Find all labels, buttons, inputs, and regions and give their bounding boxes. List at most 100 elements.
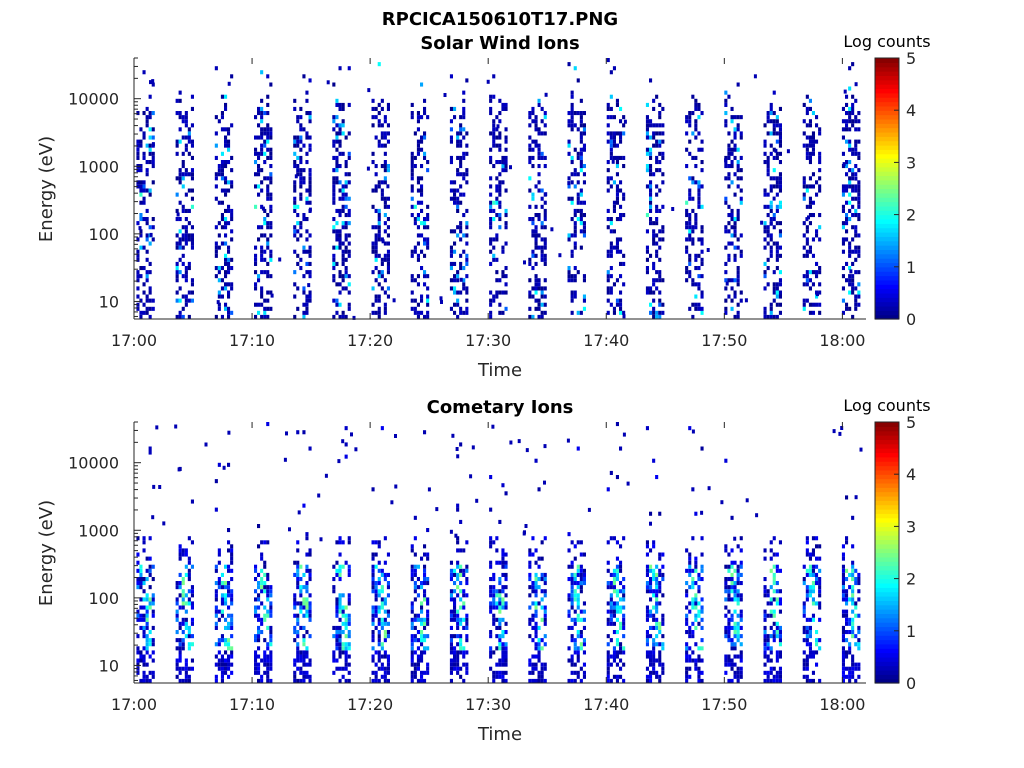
spectrogram-cell — [214, 115, 218, 120]
spectrogram-cell — [739, 536, 743, 541]
spectrogram-cell — [187, 266, 191, 271]
spectrogram-cell — [802, 650, 806, 655]
spectrogram-cell — [815, 115, 819, 120]
spectrogram-cell — [570, 274, 574, 279]
spectrogram-cell — [815, 577, 819, 582]
spectrogram-cell — [296, 204, 300, 209]
spectrogram-cell — [293, 98, 297, 103]
spectrogram-cell — [498, 290, 502, 295]
spectrogram-cell — [769, 597, 773, 602]
spectrogram-cell — [380, 601, 384, 606]
spectrogram-cell — [766, 160, 770, 165]
spectrogram-cell — [498, 658, 502, 663]
spectrogram-cell — [818, 678, 822, 683]
spectrogram-cell — [420, 634, 424, 639]
spectrogram-cell — [540, 294, 544, 299]
colorbar-title: Log counts — [843, 396, 930, 415]
spectrogram-cell — [377, 111, 381, 116]
spectrogram-cell — [534, 662, 538, 667]
spectrogram-cell — [227, 208, 231, 213]
spectrogram-cell — [802, 184, 806, 189]
spectrogram-cell — [501, 560, 505, 565]
spectrogram-cell — [570, 605, 574, 610]
spectrogram-cell — [489, 106, 493, 111]
spectrogram-cell — [184, 229, 188, 234]
spectrogram-cell — [778, 290, 782, 295]
spectrogram-cell — [570, 123, 574, 128]
spectrogram-cell — [805, 225, 809, 230]
spectrogram-cell — [341, 564, 345, 569]
spectrogram-cell — [841, 274, 845, 279]
spectrogram-cell — [649, 597, 653, 602]
spectrogram-cell — [305, 237, 309, 242]
spectrogram-cell — [815, 180, 819, 185]
spectrogram-cell — [341, 253, 345, 258]
colorbar-tick-label: 5 — [906, 49, 916, 68]
spectrogram-cell — [459, 568, 463, 573]
spectrogram-cell — [492, 597, 496, 602]
spectrogram-cell — [691, 536, 695, 541]
spectrogram-cell — [410, 621, 414, 626]
spectrogram-cell — [184, 625, 188, 630]
spectrogram-cell — [543, 155, 547, 160]
spectrogram-cell — [730, 597, 734, 602]
spectrogram-cell — [308, 245, 312, 250]
spectrogram-cell — [489, 654, 493, 659]
spectrogram-cell — [230, 257, 234, 262]
spectrogram-cell — [727, 257, 731, 262]
spectrogram-cell — [733, 621, 737, 626]
spectrogram-cell — [184, 298, 188, 303]
spectrogram-cell — [615, 302, 619, 307]
spectrogram-cell — [220, 613, 224, 618]
spectrogram-cell — [685, 131, 689, 136]
spectrogram-cell — [649, 192, 653, 197]
spectrogram-cell — [570, 290, 574, 295]
spectrogram-cell — [805, 552, 809, 557]
spectrogram-cell — [609, 617, 613, 622]
colorbar-segment — [875, 301, 899, 307]
spectrogram-cell — [730, 106, 734, 111]
spectrogram-cell — [299, 135, 303, 140]
spectrogram-cell — [615, 564, 619, 569]
spectrogram-cell — [694, 642, 698, 647]
spectrogram-cell — [492, 127, 496, 132]
spectrogram-cell — [341, 630, 345, 635]
spectrogram-cell — [260, 253, 264, 258]
spectrogram-cell — [136, 609, 140, 614]
spectrogram-cell — [263, 310, 267, 315]
colorbar-tick-label: 2 — [906, 570, 916, 589]
spectrogram-cell — [462, 98, 466, 103]
spectrogram-cell — [371, 552, 375, 557]
spectrogram-cell — [214, 621, 218, 626]
spectrogram-cell — [611, 159, 615, 164]
spectrogram-cell — [410, 111, 414, 116]
spectrogram-cell — [347, 572, 351, 577]
spectrogram-cell — [178, 229, 182, 234]
spectrogram-cell — [671, 207, 675, 211]
spectrogram-cell — [456, 613, 460, 618]
spectrogram-cell — [344, 233, 348, 238]
spectrogram-cell — [854, 208, 858, 213]
x-tick-label: 17:30 — [465, 695, 511, 714]
spectrogram-cell — [377, 298, 381, 303]
spectrogram-cell — [606, 249, 610, 254]
spectrogram-cell — [805, 634, 809, 639]
spectrogram-cell — [175, 139, 179, 144]
spectrogram-cell — [567, 274, 571, 279]
spectrogram-cell — [763, 245, 767, 250]
spectrogram-cell — [423, 237, 427, 242]
spectrogram-cell — [371, 564, 375, 569]
spectrogram-cell — [694, 662, 698, 667]
spectrogram-cell — [540, 540, 544, 545]
spectrogram-cell — [615, 192, 619, 197]
spectrogram-cell — [700, 147, 704, 152]
spectrogram-cell — [220, 151, 224, 156]
spectrogram-cell — [495, 257, 499, 262]
spectrogram-cell — [269, 625, 273, 630]
spectrogram-cell — [308, 674, 312, 679]
spectrogram-cell — [260, 168, 264, 173]
spectrogram-cell — [805, 548, 809, 553]
spectrogram-cell — [420, 556, 424, 561]
spectrogram-cell — [655, 577, 659, 582]
spectrogram-cell — [649, 155, 653, 160]
